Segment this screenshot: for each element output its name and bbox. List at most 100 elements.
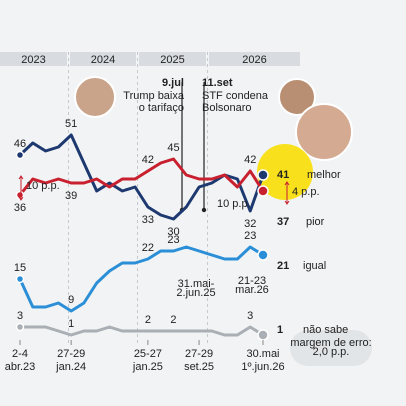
data-label: 23 [167,234,179,246]
event-date: 9.jul [162,77,184,89]
x-tick-label-line: 27-29 [57,348,85,360]
end-value-line: 1 [277,324,283,336]
gap-label: 10 p.p. [26,180,60,192]
data-label: 42 [142,154,154,166]
data-label: 9 [68,294,74,306]
data-label-line: 33 [142,214,154,226]
series-line [18,245,264,313]
note-line: 21-23 [238,275,266,287]
note: 21-23 mar.26 [235,275,269,296]
point [257,249,269,261]
event-text-line: Trump baixa [123,90,185,102]
point [257,329,269,341]
event-date-line: 9.jul [162,77,184,89]
x-tick-label-line: jan.25 [132,361,163,373]
point [257,185,269,197]
data-label: 22 [142,242,154,254]
margin-note-line: 2,0 p.p. [313,346,350,358]
data-label-line: 32 [244,218,256,230]
note-line: mar.26 [235,284,269,296]
data-label: 2 [170,314,176,326]
data-label: 51 [65,118,77,130]
data-label: 3 [17,310,23,322]
gap-label-line: 10 p.p. [26,180,60,192]
photo-bolsonaro [278,78,316,116]
data-label: 30 [167,226,179,238]
series-name-line: melhor [307,169,341,181]
gap-arrow [284,181,290,205]
margin-note: margem de erro: 2,0 p.p. [290,337,371,358]
photo-trump [74,76,116,118]
data-label-line: 42 [244,154,256,166]
data-label-line: 9 [68,294,74,306]
data-label: 32 [244,218,256,230]
data-label-line: 3 [247,310,253,322]
period-band [70,52,136,66]
data-label-line: 2 [170,314,176,326]
note-line: 2.jun.25 [176,287,215,299]
point [15,150,25,160]
x-tick-label-line: 1º.jun.26 [241,361,284,373]
x-tick-label-line: set.25 [184,361,214,373]
event-text-line: Bolsonaro [202,102,252,114]
data-label-line: 30 [167,226,179,238]
x-tick-label-line: 30.mai [246,348,279,360]
data-label: 42 [244,154,256,166]
x-tick-label: 2-4 abr.23 [5,348,36,373]
series-name-line: igual [303,260,326,272]
end-value: 41 [277,169,289,181]
data-label-line: 3 [17,310,23,322]
gap-label-line: 4 p.p. [292,186,320,198]
x-tick-label-line: 25-27 [134,348,162,360]
point [15,322,25,332]
data-label: 3 [247,310,253,322]
data-label: 1 [68,318,74,330]
series-line [18,157,265,196]
period-label: 2026 [242,54,266,66]
series-name-line: pior [306,216,325,228]
data-label-line: 23 [167,234,179,246]
event-text: Trump baixa o tarifaço [123,90,185,114]
data-label: 45 [167,142,179,154]
point [257,169,269,181]
gap-arrow [18,175,24,201]
data-label-line: 1 [68,318,74,330]
end-value: 37 [277,216,289,228]
x-tick-label: 30.mai 1º.jun.26 [241,348,284,373]
note: 31.mai-2.jun.25 [176,278,215,299]
data-label-line: 51 [65,118,77,130]
series-name: melhor [307,169,341,181]
period-label: 2023 [21,54,45,66]
data-label-line: 15 [14,262,26,274]
x-tick-label-line: 2-4 [12,348,28,360]
end-value-line: 41 [277,169,289,181]
data-label-line: 45 [167,142,179,154]
highlight [257,144,313,200]
x-tick-label-line: abr.23 [5,361,36,373]
x-tick-label: 27-29 jan.24 [55,348,86,373]
event-dot [201,207,207,213]
point [15,274,25,284]
photo-lula [295,103,353,161]
data-label: 39 [65,190,77,202]
end-value: 1 [277,324,283,336]
x-tick-label: 27-29 set.25 [184,348,214,373]
gap-label: 4 p.p. [292,186,320,198]
data-label-line: 2 [145,314,151,326]
period-band [209,52,300,66]
data-label: 2 [145,314,151,326]
note-line: 31.mai- [178,278,215,290]
gap-label: 10 p.p. [217,198,251,210]
data-label: 33 [142,214,154,226]
series-name: igual [303,260,326,272]
margin-box [290,330,372,366]
data-label: 23 [244,230,256,242]
end-value-line: 21 [277,260,289,272]
event-date-line: 11.set [202,77,233,89]
data-label-line: 39 [65,190,77,202]
series-name: não sabe [303,324,348,336]
data-label: 36 [14,202,26,214]
data-label-line: 42 [142,154,154,166]
end-value-line: 37 [277,216,289,228]
period-band [0,52,67,66]
